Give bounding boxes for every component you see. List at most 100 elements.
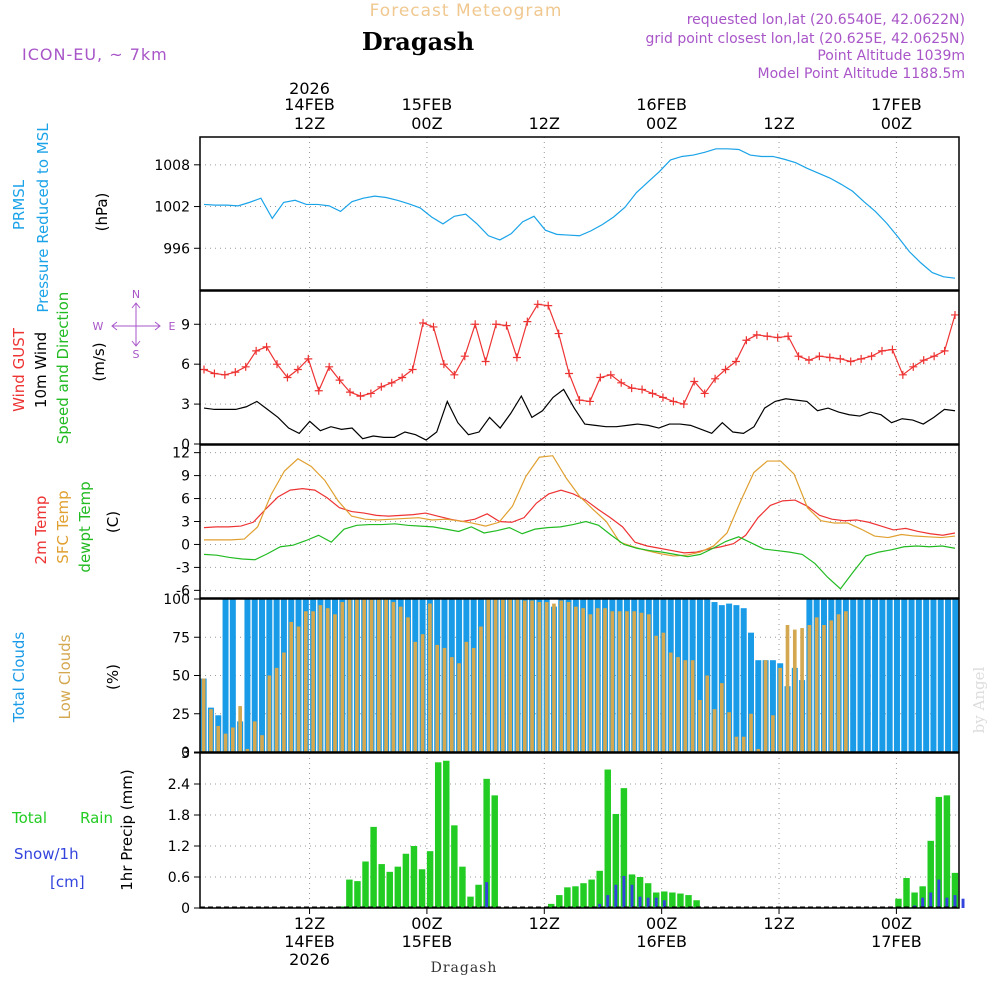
low-clouds-bar [712, 709, 717, 752]
low-clouds-bar [355, 599, 359, 752]
low-clouds-bar [559, 600, 564, 752]
low-clouds-bar [303, 611, 308, 752]
cloud-unit: (%) [104, 664, 122, 690]
low-clouds-bar [376, 599, 381, 752]
low-clouds-bar [617, 611, 622, 752]
rain-bar [669, 892, 676, 908]
cm-label: [cm] [50, 873, 85, 891]
snow-label: Snow/1h [14, 845, 79, 863]
total-clouds-bar [718, 605, 725, 752]
wind-ytick-label: 6 [181, 357, 190, 373]
gust-marker [888, 345, 897, 354]
low-clouds-bar [727, 712, 731, 752]
gust-marker [241, 362, 250, 371]
model-altitude: Model Point Altitude 1188.5m [758, 66, 965, 82]
low-clouds-bar [530, 600, 534, 752]
total-clouds-bar [915, 599, 922, 752]
gust-marker [346, 388, 355, 397]
clouds-panel: 0 25 50 75 100 [163, 592, 960, 761]
total-clouds-bar [755, 660, 762, 752]
gust-marker [366, 389, 375, 398]
gust-marker [200, 365, 208, 374]
low-clouds-bar [282, 652, 286, 752]
low-clouds-bar [544, 602, 549, 752]
gust-marker [523, 317, 532, 326]
low-clouds-bar [340, 602, 345, 752]
low-clouds-bar [647, 614, 651, 752]
snow-bar [622, 875, 626, 908]
total-clouds-bar [937, 599, 944, 752]
low-clouds-bar [493, 599, 498, 752]
low-clouds-bar [333, 614, 337, 752]
model-label: ICON-EU, ~ 7km [22, 45, 168, 64]
rain-bar [919, 886, 926, 908]
gust-marker [919, 356, 928, 365]
t2m-label: 2m Temp [32, 496, 50, 565]
rain-bar [564, 887, 571, 908]
gust-marker [617, 378, 626, 387]
compass-w: W [93, 320, 104, 333]
wind-frame [199, 290, 960, 445]
gust-marker [565, 369, 574, 378]
low-clouds-bar [267, 675, 272, 752]
dewpt-label: dewpt Temp [76, 481, 94, 572]
temperature-ytick-label: 0 [181, 537, 190, 553]
wind-panel: 0 3 6 9 [181, 290, 960, 453]
low-clouds-bar [785, 625, 790, 752]
gust-marker [471, 320, 480, 329]
precip-ytick-label: 2.4 [168, 777, 190, 793]
gust-marker [951, 310, 959, 319]
low-clouds-bar [763, 660, 768, 752]
rain-bar [596, 870, 603, 908]
top-hour-label: 12Z [529, 114, 560, 133]
snow-bar [630, 884, 634, 908]
temperature-ytick-label: 12 [172, 446, 190, 462]
gust-marker [857, 354, 866, 363]
bottom-hour-label: 12Z [294, 914, 325, 933]
gust-marker [930, 352, 939, 361]
rain-bar [483, 778, 490, 908]
gust-marker [794, 352, 803, 361]
total-clouds-bar [886, 599, 893, 752]
snow-bar [953, 895, 957, 908]
low-clouds-bar [260, 735, 264, 752]
rain-bar [620, 788, 628, 908]
rain-label: Rain [80, 809, 113, 827]
low-clouds-bar [449, 657, 454, 752]
snow-bar [614, 884, 618, 908]
low-clouds-bar [471, 647, 476, 752]
gust-marker [940, 346, 949, 355]
low-clouds-bar [778, 667, 783, 752]
low-clouds-bar [289, 621, 294, 752]
gust-marker [231, 368, 240, 377]
total-clouds-bar [229, 599, 236, 752]
low-clouds-bar [822, 625, 826, 752]
wind-unit: (m/s) [90, 342, 108, 381]
pressure-label-short: PRMSL [10, 179, 28, 230]
total-clouds-label: Total Clouds [10, 632, 28, 724]
rain-bar [636, 877, 644, 908]
gust-marker [679, 400, 688, 409]
rain-bar [475, 884, 482, 908]
clouds-ytick-label: 50 [172, 669, 190, 685]
total-clouds-bar [222, 599, 229, 752]
low-clouds-bar [413, 641, 418, 752]
gust-marker [419, 318, 428, 327]
rain-bar [418, 869, 426, 908]
gust-marker [314, 386, 323, 395]
clouds-ytick-label: 25 [172, 707, 190, 723]
low-clouds-bar [201, 678, 206, 752]
low-clouds-bar [756, 748, 761, 752]
gust-marker [711, 374, 720, 383]
gust-marker [502, 321, 511, 330]
total-clouds-bar [908, 599, 915, 752]
gust-marker [408, 365, 417, 374]
rain-bar [580, 883, 587, 908]
rain-bar [346, 879, 353, 908]
top-date-label: 16FEB [636, 95, 687, 114]
rain-bar [661, 891, 668, 908]
low-clouds-bar [698, 699, 702, 752]
gust-marker [690, 377, 699, 386]
sfc-temp-line [204, 455, 956, 557]
